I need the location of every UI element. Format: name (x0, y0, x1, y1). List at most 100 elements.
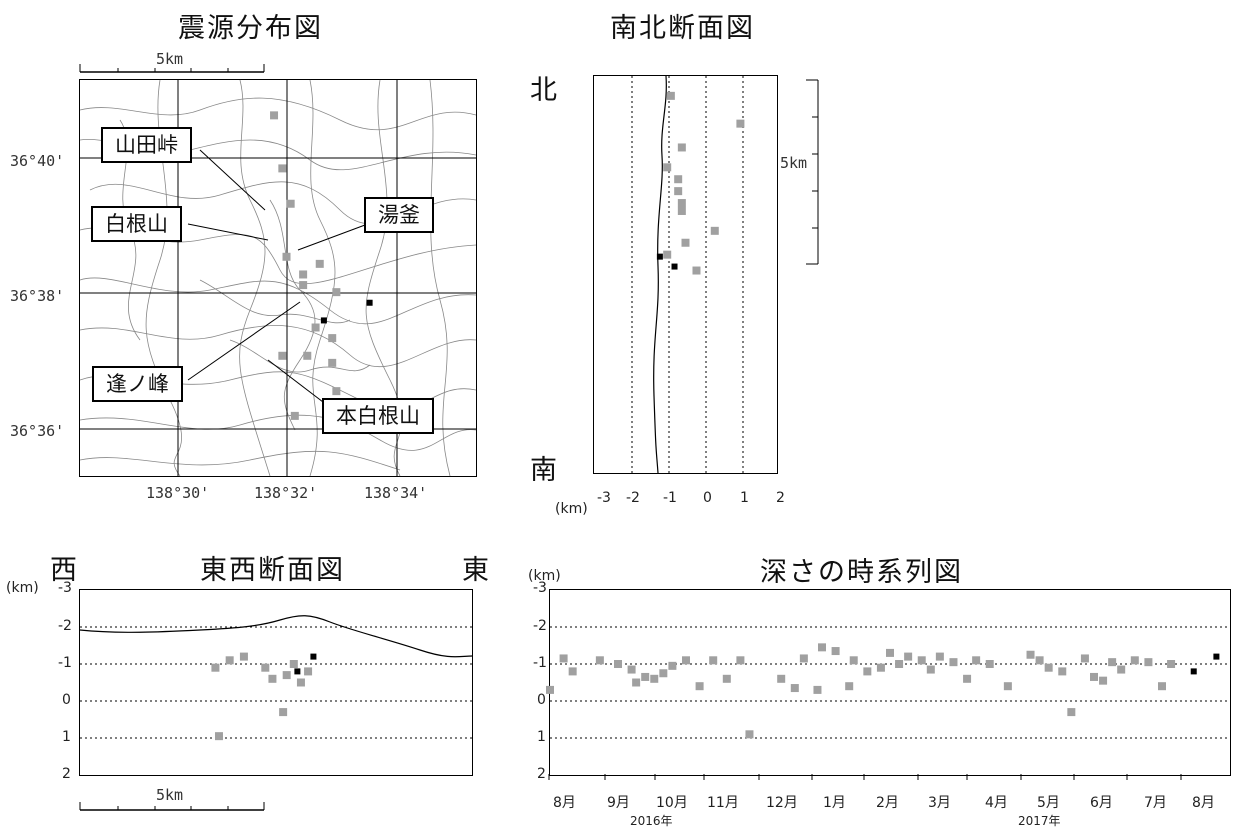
ts-y-tick: -2 (533, 618, 547, 634)
ts-hypocenter-point (813, 685, 822, 694)
ts-month-label: 1月 (823, 795, 846, 811)
ns-hypocenter-point (736, 119, 745, 128)
ew-y-tick: 1 (62, 729, 71, 745)
ts-hypocenter-point (709, 656, 718, 665)
ns-hypocenter-point (663, 250, 672, 259)
ts-month-label: 12月 (766, 795, 798, 811)
callout-shirane-san: 白根山 (91, 206, 182, 242)
ts-month-label: 8月 (1192, 795, 1215, 811)
ew-hypocenter-point (282, 671, 291, 680)
ts-hypocenter-point (668, 661, 677, 670)
ts-hypocenter-point (1026, 650, 1035, 659)
ns-hypocenter-point (681, 238, 690, 247)
ns-section-plot (593, 75, 778, 474)
ts-hypocenter-point (1144, 658, 1153, 667)
ts-month-label: 5月 (1037, 795, 1060, 811)
ew-hypocenter-point (289, 660, 298, 668)
map-epicenter-point (315, 259, 324, 268)
ns-hypocenter-recent-point (671, 263, 678, 270)
ew-hypocenter-point (261, 663, 270, 672)
ew-section-plot (79, 589, 473, 776)
ts-hypocenter-point (818, 643, 826, 652)
ns-x-tick: 0 (703, 490, 712, 506)
ts-month-label: 7月 (1144, 795, 1167, 811)
ew-y-unit: (km) (6, 580, 39, 596)
ts-hypocenter-point (1158, 682, 1166, 691)
epicenter-map-title: 震源分布図 (178, 13, 323, 44)
ts-hypocenter-point (1035, 656, 1044, 665)
north-label: 北 (530, 75, 557, 106)
ew-y-tick: -2 (58, 618, 72, 634)
ns-section-title: 南北断面図 (610, 13, 755, 44)
map-epicenter-point (282, 252, 291, 261)
map-epicenter-point (290, 411, 299, 420)
map-epicenter-point (332, 387, 341, 396)
ts-hypocenter-point (1090, 672, 1098, 681)
ts-hypocenter-point (863, 667, 872, 676)
ts-hypocenter-point (1044, 663, 1053, 672)
lon-label-3: 138°34' (364, 484, 428, 502)
ts-hypocenter-point (886, 648, 894, 657)
ns-scale-bar (806, 79, 819, 265)
ts-hypocenter-point (1099, 676, 1108, 685)
ts-month-label: 6月 (1090, 795, 1113, 811)
ts-hypocenter-point (641, 672, 650, 681)
map-epicenter-point (299, 270, 308, 279)
ns-hypocenter-point (677, 199, 686, 208)
ns-hypocenter-point (710, 226, 719, 235)
ts-hypocenter-point (904, 652, 913, 661)
ts-hypocenter-point (1130, 656, 1139, 665)
ts-hypocenter-point (1058, 667, 1067, 676)
ts-hypocenter-point (895, 660, 904, 668)
callout-yamada-pass: 山田峠 (101, 127, 192, 163)
ts-y-tick: 0 (537, 692, 546, 708)
ts-hypocenter-point (559, 654, 568, 663)
south-label: 南 (530, 455, 557, 486)
ns-hypocenter-point (677, 143, 686, 152)
ts-hypocenter-point (614, 660, 622, 668)
ns-x-tick: -3 (597, 490, 611, 506)
ts-hypocenter-point (831, 647, 840, 656)
ts-hypocenter-recent-point (1213, 653, 1220, 660)
ns-x-tick: 1 (740, 490, 749, 506)
map-epicenter-point (299, 281, 308, 290)
ts-hypocenter-point (682, 656, 690, 665)
ew-section-title: 東西断面図 (200, 555, 345, 586)
lat-label-1: 36°40' (10, 152, 65, 170)
ts-y-tick: 1 (537, 729, 546, 745)
ts-year-label: 2017年 (1018, 814, 1061, 828)
map-epicenter-point (286, 199, 295, 208)
map-scale-bar (79, 64, 265, 73)
ts-hypocenter-point (1117, 665, 1126, 674)
ns-hypocenter-recent-point (656, 253, 663, 260)
ts-y-tick: 2 (537, 766, 546, 782)
map-epicenter-point (332, 288, 341, 297)
ns-x-unit: (km) (555, 501, 588, 517)
map-epicenter-point (328, 334, 337, 343)
ts-hypocenter-point (745, 730, 754, 739)
ns-x-tick: -1 (663, 490, 677, 506)
ew-hypocenter-point (225, 656, 234, 665)
ts-month-label: 4月 (985, 795, 1008, 811)
ts-canvas (546, 626, 1230, 739)
lat-label-3: 36°36' (10, 422, 65, 440)
ts-y-unit: (km) (528, 568, 561, 584)
map-scale-label: 5km (156, 50, 184, 68)
ns-hypocenter-point (663, 163, 672, 172)
ts-hypocenter-point (632, 678, 641, 687)
callout-ainomine: 逢ノ峰 (92, 366, 183, 402)
ts-hypocenter-point (1108, 658, 1117, 667)
map-epicenter-recent-point (366, 299, 373, 306)
ns-x-tick: 2 (776, 490, 785, 506)
ew-scale-label: 5km (156, 786, 184, 804)
map-epicenter-point (328, 358, 337, 367)
ew-hypocenter-point (296, 678, 305, 687)
west-label: 西 (50, 555, 77, 586)
ew-canvas (79, 615, 473, 741)
ts-hypocenter-point (845, 682, 854, 691)
ew-hypocenter-point (268, 674, 277, 683)
ew-y-tick: 0 (62, 692, 71, 708)
ts-hypocenter-point (985, 660, 994, 668)
ew-hypocenter-recent-point (310, 653, 317, 660)
ts-hypocenter-point (1067, 708, 1076, 717)
